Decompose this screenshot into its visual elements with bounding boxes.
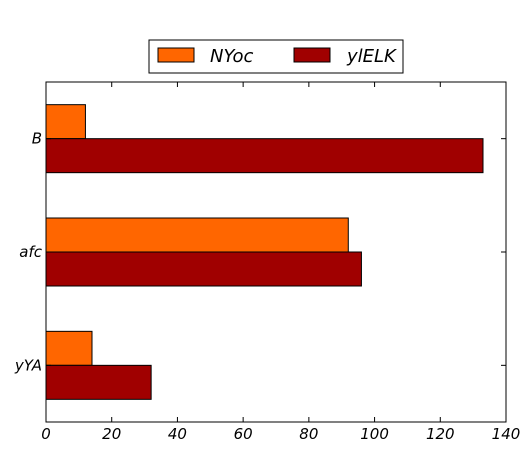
bar-NYoc-B [45, 104, 86, 140]
bars-group [45, 104, 484, 400]
x-axis-ticks: 0 20 40 60 80 100 120 140 [41, 82, 520, 443]
plot-frame [45, 81, 507, 423]
bar-ylELK-afc [45, 251, 362, 287]
x-tick-label: 140 [492, 425, 521, 443]
y-tick-label: afc [19, 243, 42, 261]
x-tick-label: 20 [102, 425, 121, 443]
legend-label-NYoc: NYoc [210, 46, 253, 67]
x-tick-label: 100 [360, 425, 389, 443]
bar-NYoc-afc [45, 217, 349, 253]
legend-swatch-ylELK [293, 47, 331, 63]
legend: NYoc ylELK [148, 39, 404, 74]
x-tick-label: 120 [426, 425, 455, 443]
bar-NYoc-yYA [45, 330, 93, 366]
x-tick-label: 40 [168, 425, 187, 443]
x-tick-label: 0 [41, 425, 51, 443]
bar-ylELK-B [45, 138, 484, 174]
x-tick-label: 80 [299, 425, 318, 443]
legend-swatch-NYoc [157, 47, 195, 63]
x-tick-label: 60 [234, 425, 253, 443]
y-tick-label: B [32, 130, 42, 148]
y-tick-label: yYA [14, 356, 42, 374]
bar-ylELK-yYA [45, 364, 152, 400]
legend-label-ylELK: ylELK [346, 46, 397, 67]
